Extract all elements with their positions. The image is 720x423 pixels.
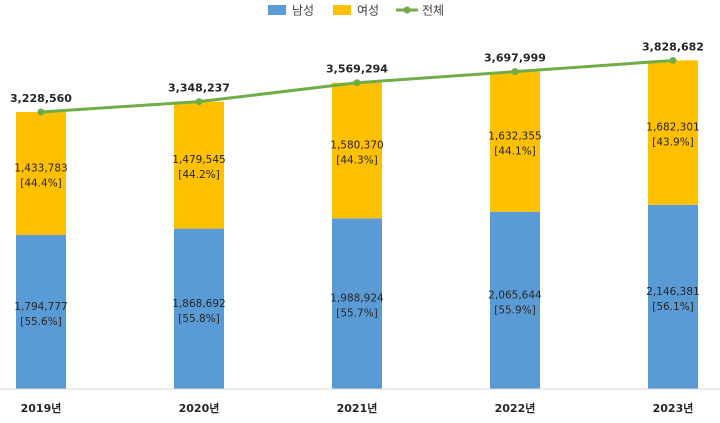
bar-male	[174, 228, 224, 389]
x-tick-label: 2022년	[495, 401, 536, 415]
female-value-label: 1,632,355	[488, 131, 541, 143]
legend-total: 전체	[396, 4, 444, 18]
total-value-label: 3,228,560	[10, 92, 72, 105]
x-axis-ticks: 2019년 2020년 2021년 2022년 2023년	[21, 401, 694, 415]
data-labels: 1,794,777 [55.6%] 1,433,783 [44.4%] 1,868,69…	[10, 40, 704, 328]
male-value-label: 2,146,381	[646, 286, 699, 298]
female-value-label: 1,682,301	[646, 122, 699, 134]
female-share-label: [44.2%]	[178, 169, 220, 181]
female-share-label: [44.1%]	[494, 146, 536, 158]
legend-label: 남성	[292, 4, 314, 18]
female-value-label: 1,433,783	[14, 162, 67, 174]
male-share-label: [55.8%]	[178, 313, 220, 325]
total-value-label: 3,569,294	[326, 63, 388, 76]
male-value-label: 1,868,692	[172, 298, 225, 310]
male-value-label: 2,065,644	[488, 289, 542, 301]
legend-female: 여성	[333, 4, 379, 18]
total-point	[37, 108, 45, 116]
legend-label: 여성	[357, 4, 379, 18]
bar-female	[648, 60, 698, 205]
legend-swatch	[333, 5, 351, 15]
female-value-label: 1,479,545	[172, 154, 225, 166]
bar-male	[16, 234, 66, 389]
male-share-label: [55.9%]	[494, 304, 536, 316]
male-share-label: [55.6%]	[20, 316, 62, 328]
bar-female	[490, 71, 540, 212]
female-value-label: 1,580,370	[330, 140, 383, 152]
male-share-label: [55.7%]	[336, 308, 378, 320]
legend-male: 남성	[268, 4, 314, 18]
x-tick-label: 2020년	[179, 401, 220, 415]
bar-female	[174, 101, 224, 229]
total-value-label: 3,348,237	[168, 82, 230, 95]
x-tick-label: 2021년	[337, 401, 378, 415]
total-point	[353, 79, 361, 87]
male-value-label: 1,794,777	[14, 301, 67, 313]
x-tick-label: 2023년	[653, 401, 694, 415]
total-value-label: 3,697,999	[484, 52, 546, 65]
legend-marker	[403, 6, 411, 14]
legend-label: 전체	[422, 4, 444, 18]
total-line	[37, 56, 677, 116]
bar-female	[332, 82, 382, 219]
bar-female	[16, 111, 66, 235]
female-share-label: [44.4%]	[20, 177, 62, 189]
bars	[16, 60, 698, 389]
total-point	[511, 68, 519, 76]
female-share-label: [43.9%]	[652, 137, 694, 149]
total-value-label: 3,828,682	[642, 40, 704, 53]
bar-male	[490, 211, 540, 389]
bar-male	[648, 204, 698, 389]
legend: 남성 여성 전체	[268, 4, 444, 18]
male-value-label: 1,988,924	[330, 293, 384, 305]
legend-swatch	[268, 5, 286, 15]
bar-male	[332, 218, 382, 389]
total-point	[195, 98, 203, 106]
female-share-label: [44.3%]	[336, 155, 378, 167]
male-share-label: [56.1%]	[652, 301, 694, 313]
x-tick-label: 2019년	[21, 401, 62, 415]
total-point	[669, 56, 677, 64]
